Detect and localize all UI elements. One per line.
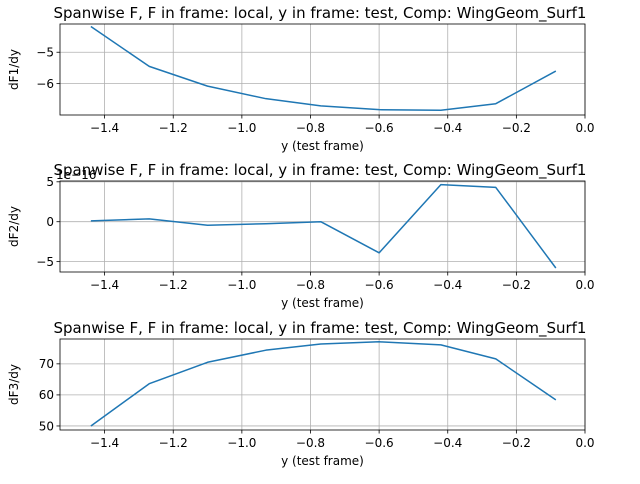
x-tick-label: −0.8: [296, 278, 325, 292]
subplot-title: Spanwise F, F in frame: local, y in fram…: [54, 4, 587, 23]
x-tick-label: −0.6: [365, 278, 394, 292]
x-tick-label: −0.6: [365, 436, 394, 450]
y-tick-label: −5: [36, 46, 54, 60]
x-axis-label: y (test frame): [281, 454, 364, 468]
x-tick-label: 0.0: [575, 436, 594, 450]
axes-frame: [60, 339, 585, 430]
x-tick-label: −1.4: [90, 278, 119, 292]
x-tick-label: −0.4: [433, 121, 462, 135]
x-tick-label: −0.2: [502, 436, 531, 450]
x-tick-label: −1.2: [159, 436, 188, 450]
x-tick-label: −1.0: [227, 436, 256, 450]
y-tick-label: −6: [36, 77, 54, 91]
y-axis-label: dF2/dy: [7, 206, 21, 247]
y-tick-label: 0: [46, 215, 54, 229]
x-tick-label: −1.2: [159, 121, 188, 135]
series-line: [91, 185, 556, 268]
y-tick-label: 70: [39, 357, 54, 371]
x-axis-label: y (test frame): [281, 139, 364, 153]
x-tick-label: −1.4: [90, 121, 119, 135]
subplot-title: Spanwise F, F in frame: local, y in fram…: [54, 161, 587, 180]
x-tick-label: −1.0: [227, 278, 256, 292]
x-axis-label: y (test frame): [281, 296, 364, 310]
series-line: [91, 342, 556, 426]
axes-frame: [60, 24, 585, 115]
x-tick-label: −0.4: [433, 278, 462, 292]
y-axis-label: dF3/dy: [7, 364, 21, 405]
subplot-title: Spanwise F, F in frame: local, y in fram…: [54, 319, 587, 338]
subplot-1: −1.4 −1.2 −1.0 −0.8 −0.6 −0.4 −0.2 0.0 −6 −5 y (te…: [7, 4, 595, 153]
y-axis-label: dF1/dy: [7, 49, 21, 90]
x-tick-label: −0.6: [365, 121, 394, 135]
axes-frame: [60, 181, 585, 272]
series-line: [91, 27, 556, 111]
y-tick-label: −5: [36, 255, 54, 269]
subplot-3: −1.4 −1.2 −1.0 −0.8 −0.6 −0.4 −0.2 0.0 50 60 70 y (…: [7, 319, 595, 468]
x-tick-label: −0.8: [296, 121, 325, 135]
x-tick-label: −0.8: [296, 436, 325, 450]
y-tick-label: 50: [39, 419, 54, 433]
x-tick-label: −1.2: [159, 278, 188, 292]
x-tick-label: −1.0: [227, 121, 256, 135]
x-tick-label: −0.4: [433, 436, 462, 450]
x-tick-label: 0.0: [575, 278, 594, 292]
x-tick-label: 0.0: [575, 121, 594, 135]
x-tick-label: −0.2: [502, 121, 531, 135]
y-tick-label: 60: [39, 388, 54, 402]
x-tick-label: −0.2: [502, 278, 531, 292]
x-tick-label: −1.4: [90, 436, 119, 450]
